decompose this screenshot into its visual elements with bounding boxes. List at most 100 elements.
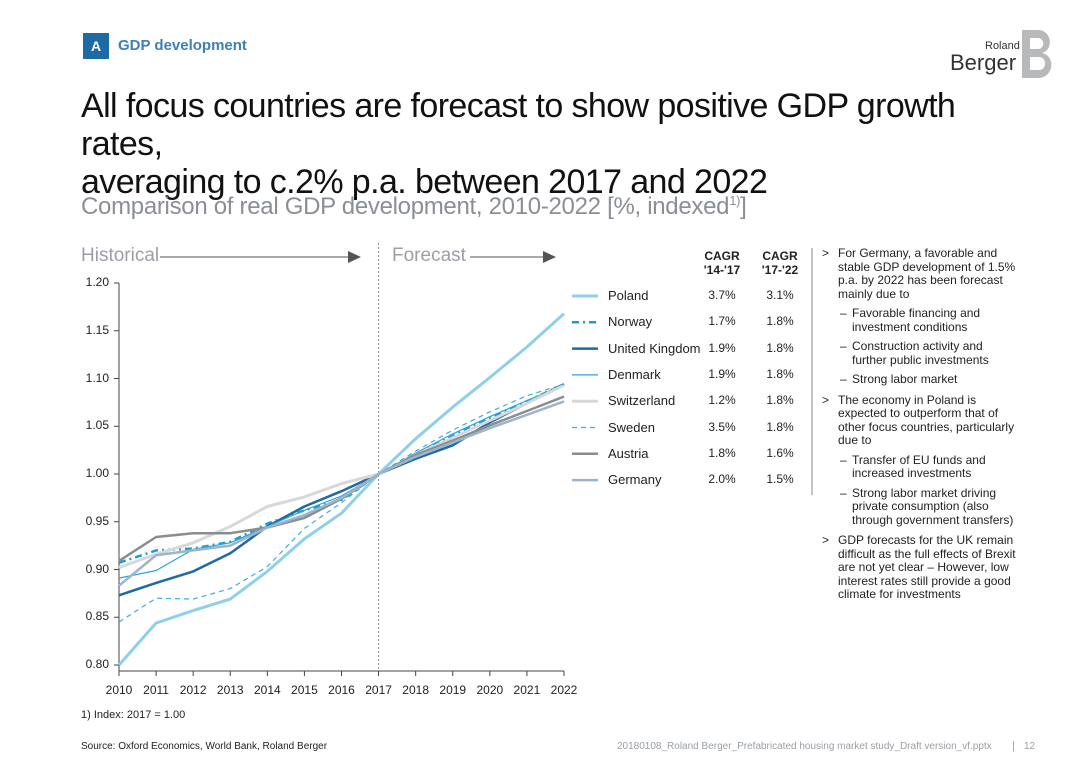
y-tick-label: 1.20: [85, 275, 109, 289]
series-line-switzerland: [118, 383, 565, 570]
forecast-label: Forecast: [392, 245, 466, 266]
y-tick-label: 1.15: [85, 322, 109, 337]
legend-label-austria: Austria: [608, 445, 649, 461]
cagr-1417-austria: 1.8%: [708, 445, 736, 460]
bullet-item: > The economy in Poland is expected to ou…: [822, 392, 1017, 528]
x-tick-label: 2012: [179, 683, 207, 697]
page-number: 12: [1024, 741, 1036, 752]
sub-bullet-text: Favorable financing and investment condi…: [852, 306, 981, 334]
cagr-1417-sweden: 3.5%: [708, 419, 736, 434]
bullet-text: The economy in Poland is expected to out…: [838, 392, 1015, 447]
y-tick-label: 1.00: [85, 466, 109, 480]
cagr-1722-uk: 1.8%: [766, 340, 794, 355]
cagr-1722-austria: 1.6%: [766, 445, 794, 460]
bullet-marker: >: [822, 246, 830, 260]
x-tick-label: 2014: [253, 683, 281, 697]
sub-bullet-text: Strong labor market: [852, 372, 958, 386]
cagr-header-1417: CAGR '14-'17: [697, 249, 747, 277]
chart-subtitle: Comparison of real GDP development, 2010…: [81, 193, 747, 221]
sub-bullet-text: Transfer of EU funds and increased inves…: [852, 452, 986, 480]
x-tick-label: 2013: [216, 683, 244, 697]
page-title: All focus countries are forecast to show…: [81, 87, 1021, 201]
legend-label-norway: Norway: [608, 314, 653, 330]
bullet-text: For Germany, a favorable and stable GDP …: [838, 246, 1016, 301]
sub-bullet-item: – Strong labor market: [822, 372, 1017, 387]
x-tick-label: 2018: [402, 683, 429, 697]
legend-label-denmark: Denmark: [608, 366, 661, 382]
series-line-sweden: [118, 383, 565, 623]
legend-label-sweden: Sweden: [608, 419, 655, 435]
cagr-1722-germany: 1.5%: [766, 472, 794, 487]
cagr-1722-denmark: 1.8%: [766, 366, 794, 381]
cagr-1417-switzerland: 1.2%: [708, 393, 736, 408]
cagr-1722-sweden: 1.8%: [766, 419, 794, 434]
cagr-header-1417-title: CAGR: [704, 249, 740, 263]
series-line-austria: [118, 395, 565, 562]
bullet-item: > For Germany, a favorable and stable GDP…: [822, 246, 1017, 387]
cagr-1417-poland: 3.7%: [708, 288, 736, 302]
cagr-1722-poland: 3.1%: [766, 288, 794, 302]
x-tick-label: 2020: [476, 683, 504, 697]
logo-b-icon: [1022, 30, 1052, 78]
title-line-1: All focus countries are forecast to show…: [81, 87, 956, 163]
legend-label-poland: Poland: [608, 288, 649, 303]
cagr-1722-switzerland: 1.8%: [766, 393, 794, 408]
x-tick-label: 2011: [143, 683, 169, 697]
sub-bullet-text: Construction activity and further public…: [852, 339, 989, 367]
sub-bullet-marker: –: [840, 339, 847, 353]
bullet-text: GDP forecasts for the UK remain difficul…: [838, 533, 1016, 601]
x-tick-label: 2017: [365, 683, 392, 697]
logo-main-text: Berger: [950, 50, 1017, 75]
source-note: Source: Oxford Economics, World Bank, Ro…: [81, 741, 328, 752]
y-tick-label: 0.90: [85, 561, 109, 576]
series-line-uk: [118, 383, 565, 597]
y-tick-label: 0.80: [85, 657, 109, 671]
sub-bullet-item: – Strong labor market driving private con…: [822, 485, 1017, 528]
x-tick-label: 2016: [328, 683, 355, 697]
cagr-header-1722-title: CAGR: [762, 249, 798, 263]
bullet-item: > GDP forecasts for the UK remain difficu…: [822, 533, 1017, 602]
legend-label-switzerland: Switzerland: [608, 393, 676, 409]
historical-label: Historical: [81, 245, 160, 266]
file-name: 20180108_Roland Berger_Prefabricated hou…: [617, 741, 992, 752]
title-line-2: averaging to c.2% p.a. between 2017 and …: [81, 163, 768, 201]
cagr-header-1722-period: '17-'22: [761, 263, 799, 277]
subtitle-end: ]: [740, 193, 747, 220]
subtitle-text: Comparison of real GDP development, 2010…: [81, 193, 730, 220]
y-tick-label: 1.10: [85, 370, 109, 385]
x-tick-label: 2015: [291, 683, 318, 697]
series-line-poland: [117, 312, 566, 666]
sub-bullet-item: – Construction activity and further publi…: [822, 339, 1017, 367]
commentary-bullets: > For Germany, a favorable and stable GDP…: [822, 246, 1017, 609]
x-tick-label: 2010: [105, 683, 133, 697]
bullet-marker: >: [822, 392, 830, 407]
y-tick-label: 1.05: [85, 418, 109, 433]
y-tick-label: 0.95: [85, 513, 109, 528]
subtitle-footnote-mark: 1): [729, 193, 741, 208]
cagr-1417-germany: 2.0%: [708, 472, 736, 487]
cagr-1722-norway: 1.8%: [766, 314, 794, 329]
footer-separator: |: [1012, 740, 1015, 752]
cagr-header-1417-period: '14-'17: [703, 263, 741, 277]
sub-bullet-text: Strong labor market driving private cons…: [852, 485, 1014, 527]
x-tick-label: 2021: [513, 683, 541, 697]
sub-bullet-marker: –: [840, 306, 847, 320]
logo-top-text: Roland: [985, 40, 1020, 52]
cagr-header-1722: CAGR '17-'22: [755, 249, 805, 277]
bullet-marker: >: [822, 533, 830, 547]
footnote: 1) Index: 2017 = 1.00: [81, 709, 186, 721]
x-tick-label: 2019: [439, 683, 467, 697]
series-line-norway: [118, 383, 565, 564]
y-tick-label: 0.85: [85, 609, 109, 624]
sub-bullet-item: – Transfer of EU funds and increased inve…: [822, 452, 1017, 481]
cagr-1417-uk: 1.9%: [708, 340, 736, 355]
legend-label-germany: Germany: [608, 472, 662, 488]
sub-bullet-marker: –: [840, 452, 847, 467]
sub-bullet-marker: –: [840, 372, 847, 386]
cagr-1417-norway: 1.7%: [708, 314, 736, 329]
legend-label-uk: United Kingdom: [608, 340, 701, 356]
section-title: GDP development: [118, 37, 247, 54]
sub-bullet-item: – Favorable financing and investment cond…: [822, 306, 1017, 334]
x-tick-label: 2022: [550, 683, 578, 697]
